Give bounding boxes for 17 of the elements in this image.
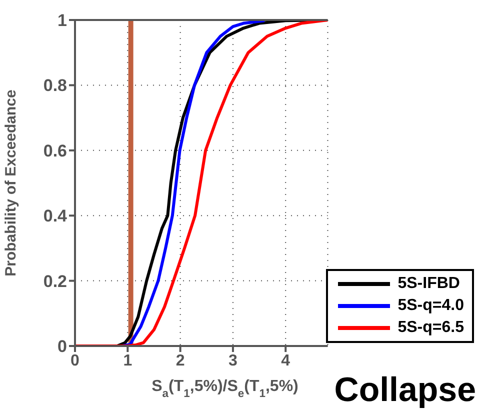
x-tick-label: 0 <box>70 352 80 370</box>
y-tick-label: 1 <box>58 11 67 30</box>
legend-label: 5S-q=4.0 <box>398 297 464 315</box>
y-tick-label: 0 <box>58 337 67 356</box>
y-tick-label: 0.2 <box>43 272 67 291</box>
y-axis-title: Probability of Exceedance <box>2 90 20 276</box>
y-tick-label: 0.8 <box>43 76 67 96</box>
x-tick-label: 2 <box>176 352 185 370</box>
text: Collapse <box>334 371 476 409</box>
x-tick-label: 3 <box>228 352 238 370</box>
y-tick-label: 0.4 <box>43 206 68 226</box>
x-tick-label: 4 <box>281 352 290 370</box>
legend-label: 5S-q=6.5 <box>398 319 464 337</box>
text: S$_{a}$(T$_{1}$,5%)/S$_{e}$(T$_{1}$,5%) <box>152 378 298 400</box>
x-tick-label: 1 <box>123 352 132 370</box>
y-tick-label: 0.6 <box>43 141 67 160</box>
legend-label: 5S-IFBD <box>398 275 460 293</box>
